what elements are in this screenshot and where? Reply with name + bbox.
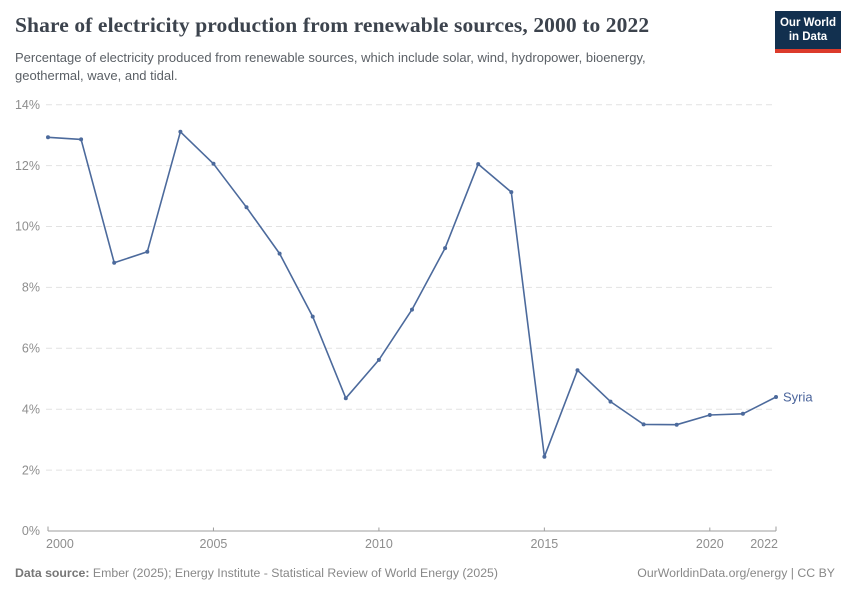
x-axis-tick-label: 2000 bbox=[46, 537, 74, 551]
data-point[interactable] bbox=[674, 422, 679, 427]
x-axis-tick-label: 2010 bbox=[365, 537, 393, 551]
data-point[interactable] bbox=[112, 260, 117, 265]
owid-logo-line2: in Data bbox=[788, 31, 828, 44]
chart-svg: 0% 2% 4% 6% 8% 10% 12% 14% 2000 2005 2010 2015 2020 2… bbox=[15, 98, 813, 551]
data-point[interactable] bbox=[740, 411, 745, 416]
y-axis-tick-label: 10% bbox=[15, 220, 40, 234]
license-note: OurWorldinData.org/energy | CC BY bbox=[637, 566, 835, 580]
data-point[interactable] bbox=[641, 422, 646, 427]
data-point[interactable] bbox=[476, 162, 481, 167]
data-source-label: Data source: bbox=[15, 566, 90, 580]
data-point[interactable] bbox=[774, 395, 778, 399]
y-axis-tick-label: 2% bbox=[22, 463, 40, 477]
x-axis-tick-label: 2022 bbox=[750, 537, 778, 551]
x-axis-tick-label: 2020 bbox=[696, 537, 724, 551]
x-axis-tick-label: 2005 bbox=[200, 537, 228, 551]
data-point[interactable] bbox=[509, 190, 514, 195]
data-point[interactable] bbox=[376, 357, 381, 362]
data-point[interactable] bbox=[145, 249, 150, 254]
owid-logo-line1: Our World bbox=[779, 17, 836, 29]
y-axis-tick-label: 6% bbox=[22, 342, 40, 356]
x-axis-tick-label: 2015 bbox=[530, 537, 558, 551]
series-line[interactable] bbox=[47, 130, 777, 458]
data-point[interactable] bbox=[707, 413, 712, 417]
data-point[interactable] bbox=[79, 137, 84, 142]
data-point[interactable] bbox=[211, 161, 216, 166]
data-point[interactable] bbox=[410, 307, 414, 312]
y-axis-tick-label: 14% bbox=[15, 98, 40, 112]
data-point[interactable] bbox=[46, 135, 50, 140]
data-point[interactable] bbox=[575, 368, 580, 373]
data-point[interactable] bbox=[343, 396, 348, 401]
y-axis-tick-label: 4% bbox=[22, 402, 40, 416]
series-label: Syria bbox=[783, 390, 813, 405]
data-point[interactable] bbox=[277, 251, 282, 256]
y-axis-tick-label: 12% bbox=[15, 159, 40, 173]
data-source-text: Ember (2025); Energy Institute - Statist… bbox=[89, 566, 498, 580]
data-point[interactable] bbox=[542, 454, 547, 459]
data-point[interactable] bbox=[310, 314, 315, 319]
data-point[interactable] bbox=[178, 129, 183, 134]
data-source-note: Data source: Ember (2025); Energy Instit… bbox=[15, 566, 498, 580]
chart-title: Share of electricity production from ren… bbox=[15, 13, 650, 37]
y-axis-tick-label: 8% bbox=[22, 281, 40, 295]
data-point[interactable] bbox=[608, 399, 613, 404]
data-point[interactable] bbox=[443, 246, 448, 251]
chart-subtitle: Percentage of electricity produced from … bbox=[15, 50, 646, 83]
owid-logo[interactable]: Our World in Data bbox=[775, 11, 841, 53]
data-point[interactable] bbox=[244, 205, 249, 210]
y-axis-tick-label: 0% bbox=[22, 524, 40, 538]
